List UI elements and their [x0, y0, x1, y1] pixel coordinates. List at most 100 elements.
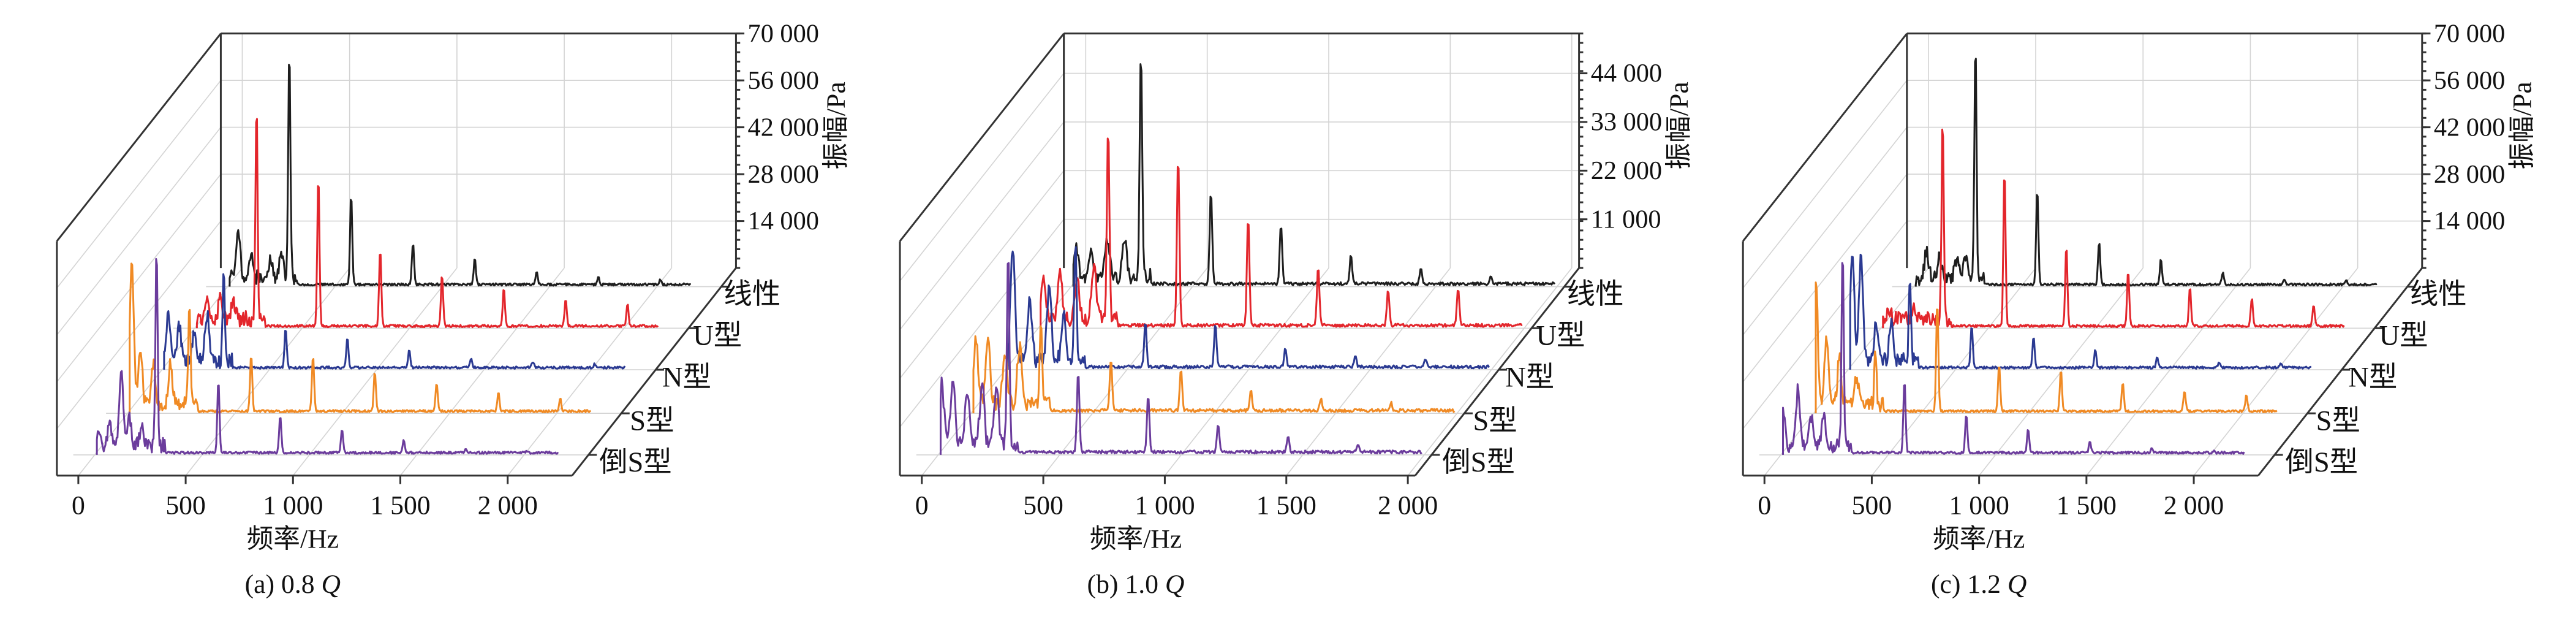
x-tick-label: 1 000	[263, 491, 323, 521]
x-tick-label: 1 500	[1256, 491, 1316, 521]
floor-gridline	[2086, 267, 2251, 476]
caption-variable: Q	[322, 570, 341, 599]
x-tick-label: 1 000	[1949, 491, 2009, 521]
depth-axis-line	[1414, 267, 1580, 476]
series-line-3	[1815, 281, 2278, 414]
y-axis-label: 振幅/Pa	[2507, 82, 2537, 169]
series-line-1	[195, 118, 659, 329]
box-edge	[56, 32, 222, 242]
side-wall-gridline	[899, 170, 1065, 379]
series-line-3	[129, 262, 592, 414]
y-tick-label: 28 000	[2434, 160, 2505, 189]
caption-text: (c) 1.2	[1931, 570, 2008, 599]
side-wall-gridline	[899, 219, 1065, 427]
x-tick-label: 1 000	[1135, 491, 1195, 521]
series-label: S型	[630, 405, 674, 437]
side-wall-gridline	[56, 174, 222, 383]
panel-caption: (a) 0.8 Q	[245, 570, 341, 599]
x-tick-label: 1 500	[370, 491, 430, 521]
x-tick-label: 500	[1852, 491, 1892, 521]
side-wall-gridline	[899, 121, 1065, 330]
y-tick-label: 33 000	[1591, 108, 1662, 137]
series-label: N型	[662, 362, 711, 393]
y-tick-label: 56 000	[2434, 66, 2505, 95]
y-axis-label: 振幅/Pa	[1664, 82, 1694, 169]
y-axis-label: 振幅/Pa	[822, 82, 851, 169]
y-tick-label: 70 000	[748, 19, 819, 48]
x-tick-label: 0	[1758, 491, 1771, 521]
series-label: N型	[2348, 362, 2397, 393]
y-tick-label: 42 000	[2434, 113, 2505, 142]
floor-gridline	[1286, 267, 1451, 476]
floor-gridline	[399, 267, 565, 476]
box-edge	[899, 32, 1065, 242]
series-label: N型	[1505, 362, 1554, 393]
side-wall-gridline	[1742, 80, 1908, 289]
series-line-1	[1882, 128, 2345, 329]
y-tick-label: 70 000	[2434, 19, 2505, 48]
floor-gridline	[1871, 267, 2036, 476]
series-line-3	[972, 325, 1456, 414]
caption-text: (b) 1.0	[1087, 570, 1165, 599]
y-tick-label: 56 000	[748, 66, 819, 95]
side-wall-gridline	[1742, 127, 1908, 335]
y-tick-label: 14 000	[748, 207, 819, 235]
side-wall-gridline	[56, 127, 222, 335]
floor-gridline	[1407, 267, 1573, 476]
panel-caption: (b) 1.0 Q	[1087, 570, 1185, 599]
series-line-0	[1914, 58, 2378, 287]
series-label: U型	[693, 321, 742, 352]
floor-gridline	[292, 267, 458, 476]
x-tick-label: 0	[72, 491, 85, 521]
y-tick-label: 11 000	[1591, 205, 1661, 234]
floor-gridline	[507, 267, 672, 476]
depth-axis-line	[2257, 267, 2423, 476]
depth-axis-line	[571, 267, 737, 476]
series-label: 倒S型	[1442, 447, 1515, 478]
series-label: 线性	[1567, 279, 1624, 310]
series-line-0	[229, 63, 691, 287]
series-label: 线性	[2410, 279, 2467, 310]
side-wall-gridline	[1742, 221, 1908, 429]
x-tick-label: 2 000	[1378, 491, 1438, 521]
x-tick-label: 1 500	[2057, 491, 2117, 521]
y-tick-label: 28 000	[748, 160, 819, 189]
x-axis-label: 频率/Hz	[1933, 524, 2025, 554]
series-label: 倒S型	[2285, 447, 2358, 478]
series-line-0	[1072, 63, 1555, 287]
x-axis-label: 频率/Hz	[247, 524, 339, 554]
series-line-1	[1040, 137, 1523, 329]
caption-text: (a) 0.8	[245, 570, 322, 599]
series-line-4	[1782, 262, 2245, 455]
series-label: U型	[1536, 321, 1585, 352]
x-tick-label: 500	[1023, 491, 1063, 521]
x-tick-label: 0	[915, 491, 929, 521]
floor-gridline	[1164, 267, 1329, 476]
side-wall-gridline	[56, 80, 222, 289]
x-tick-label: 2 000	[478, 491, 538, 521]
floor-gridline	[185, 267, 350, 476]
y-tick-label: 42 000	[748, 113, 819, 142]
floor-gridline	[1043, 267, 1208, 476]
series-line-2	[1007, 246, 1490, 370]
series-label: S型	[1473, 405, 1517, 437]
x-axis-label: 频率/Hz	[1090, 524, 1182, 554]
side-wall-gridline	[899, 73, 1065, 281]
series-label: U型	[2379, 321, 2428, 352]
chart-panel-c: 14 000 28 000 42 000 56 000 70 000 振幅/Pa 0 500 1…	[1742, 19, 2537, 599]
y-tick-label: 44 000	[1591, 59, 1662, 88]
series-line-4	[939, 262, 1422, 455]
box-edge	[1742, 32, 1908, 242]
side-wall-gridline	[1742, 174, 1908, 383]
series-line-2	[163, 273, 626, 370]
floor-gridline	[1764, 267, 1929, 476]
series-label: 倒S型	[599, 447, 672, 478]
x-tick-label: 500	[165, 491, 206, 521]
series-line-4	[96, 258, 559, 455]
chart-panel-a: 14 000 28 000 42 000 56 000 70 000 振幅/Pa 0 500 1…	[56, 19, 851, 599]
series-label: S型	[2316, 405, 2360, 437]
series-label: 线性	[724, 279, 781, 310]
series-line-2	[1849, 253, 2312, 370]
y-tick-label: 22 000	[1591, 156, 1662, 185]
